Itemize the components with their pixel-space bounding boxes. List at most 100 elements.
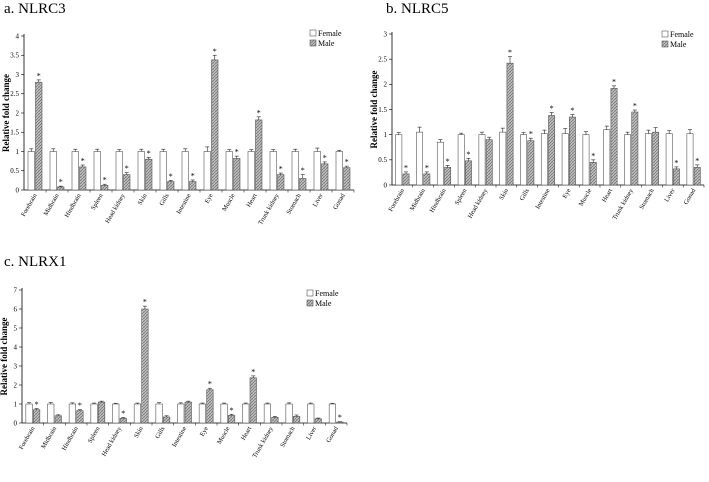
significance-mark: * [103,176,107,185]
bar-female-head-kidney [112,403,120,424]
bar-male-head-kidney [119,417,127,424]
legend-label-female: Female [670,30,694,39]
bar-male-liver [321,163,329,191]
y-tick-label: 3.5 [10,52,19,60]
y-tick-label: 2.5 [10,90,19,98]
bar-male-spleen [464,160,472,186]
bar-male-hindbrain [444,167,452,186]
bar-female-trunk-kidney [624,134,632,186]
x-tick-label: Eye [561,187,572,199]
x-tick-label: Trunk kidney [257,192,281,226]
bar-female-gonad [335,151,343,191]
x-tick-label: Head kidney [467,187,490,220]
x-tick-label: Skin [137,192,149,206]
bar-female-intestine [181,151,189,191]
bar-male-skin [141,308,149,424]
y-tick-label: 2 [14,381,18,389]
x-tick-label: Intestine [534,187,551,210]
significance-mark: * [466,150,470,159]
legend-label-female: Female [315,289,339,298]
bar-male-spleen [98,401,106,424]
legend-label-female: Female [318,29,342,38]
legend-label-male: Male [315,299,332,308]
significance-mark: * [37,71,41,80]
y-tick-label: 1.5 [10,129,19,137]
significance-mark: * [191,171,195,180]
bar-female-muscle [582,134,590,186]
bar-male-stomach [299,178,307,191]
x-tick-label: Skin [133,425,145,439]
bar-male-heart [610,88,618,186]
significance-mark: * [35,400,39,409]
bar-male-gills [167,181,175,191]
x-tick-label: Forebrain [18,425,37,451]
legend-swatch-male [306,299,314,307]
bar-male-eye [211,59,219,191]
bar-female-hindbrain [71,151,79,191]
significance-mark: * [251,367,255,376]
bar-female-gonad [328,403,336,424]
y-tick-label: 1.5 [378,106,387,114]
y-tick-label: 2 [16,109,20,117]
x-tick-label: Heart [245,192,258,208]
y-tick-label: 0 [384,181,388,189]
x-tick-label: Muscle [578,187,594,207]
panel-title: b. NLRC5 [386,1,449,17]
y-tick-label: 4 [14,343,18,351]
chart-panel-nlrc3: a. NLRC3 Relative fold change 0 0.5 1 1.5 2 2.5… [1,1,355,226]
bar-female-gills [159,151,167,191]
x-tick-label: Stomach [279,425,297,449]
bar-female-trunk-kidney [269,151,277,191]
x-tick-label: Intestine [175,192,192,215]
significance-mark: * [404,163,408,172]
x-tick-label: Spleen [87,425,102,444]
bar-female-liver [665,133,673,186]
bar-male-gonad [343,167,351,191]
significance-mark: * [257,108,261,117]
significance-mark: * [508,48,512,57]
bar-male-gills [527,140,535,186]
bar-male-intestine [189,181,197,191]
x-tick-label: Head kidney [104,192,127,225]
bar-female-heart [242,403,250,424]
bar-male-muscle [228,415,236,424]
bar-male-gills [163,416,171,424]
bar-male-skin [506,62,514,186]
bar-male-skin [145,158,153,191]
bar-female-heart [603,129,611,186]
bar-female-stomach [285,403,293,424]
y-tick-label: 0.5 [10,167,19,175]
chart-panel-nlrx1: c. NLRX1 Relative fold change 0 1 2 3 4 5 6 7 * For… [0,254,348,459]
significance-mark: * [279,165,283,174]
x-tick-label: Gills [158,192,171,207]
significance-mark: * [695,156,699,165]
bar-male-forebrain [33,409,41,424]
bar-female-spleen [90,403,98,424]
x-tick-label: Forebrain [387,187,406,213]
bar-male-forebrain [402,173,410,186]
legend-label-male: Male [670,40,687,49]
x-tick-label: Gills [154,425,167,440]
significance-mark: * [674,158,678,167]
y-tick-label: 7 [14,286,18,294]
x-tick-label: Spleen [454,187,469,206]
bar-female-intestine [177,403,185,424]
panel-title: c. NLRX1 [4,254,67,270]
significance-mark: * [550,104,554,113]
x-tick-label: Liver [663,187,677,203]
significance-mark: * [570,106,574,115]
panel-title: a. NLRC3 [4,1,66,17]
x-tick-label: Stomach [285,192,303,216]
significance-mark: * [208,380,212,389]
bar-female-forebrain [27,151,35,191]
y-tick-label: 3 [14,362,18,370]
x-tick-label: Stomach [638,187,656,211]
bar-male-midbrain [54,415,62,424]
bar-male-midbrain [57,186,65,191]
bar-female-midbrain [47,403,55,424]
y-tick-label: 5 [14,324,18,332]
bar-female-hindbrain [436,141,444,186]
